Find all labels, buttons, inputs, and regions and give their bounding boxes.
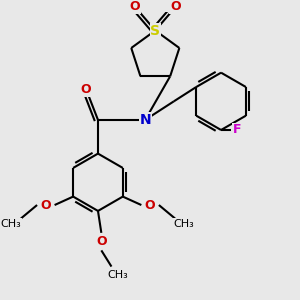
Text: S: S [150,23,160,38]
Text: O: O [170,0,181,14]
Text: CH₃: CH₃ [108,270,129,280]
Text: O: O [41,199,52,212]
Text: CH₃: CH₃ [173,219,194,229]
Text: CH₃: CH₃ [0,219,21,229]
Text: O: O [81,83,92,96]
Text: O: O [96,235,107,248]
Text: O: O [145,199,155,212]
Text: F: F [233,124,242,136]
Text: O: O [130,0,140,14]
Text: N: N [140,113,151,127]
